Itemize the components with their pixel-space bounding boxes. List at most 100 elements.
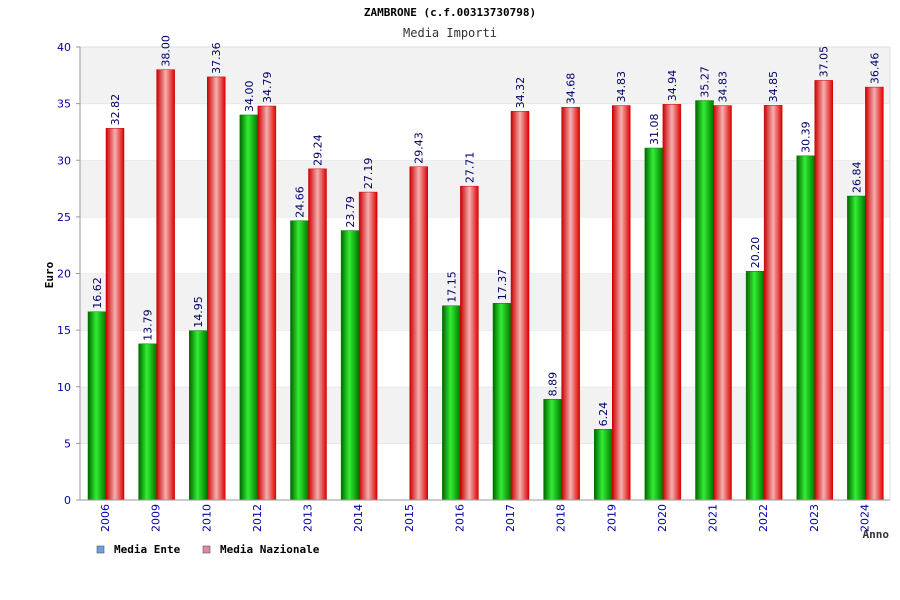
bar-media-nazionale-2009 bbox=[156, 69, 175, 501]
y-tick-label: 40 bbox=[57, 41, 71, 54]
legend-swatch-media-nazionale bbox=[202, 545, 211, 554]
bar-media-ente-2023 bbox=[796, 155, 815, 501]
legend: Media Ente Media Nazionale bbox=[96, 543, 320, 556]
legend-swatch-media-ente bbox=[96, 545, 105, 554]
bar-media-ente-2010 bbox=[189, 330, 208, 501]
data-label: 8.89 bbox=[547, 372, 560, 397]
y-tick-label: 35 bbox=[57, 98, 71, 111]
legend-item-media-nazionale: Media Nazionale bbox=[202, 543, 320, 556]
legend-label-media-ente: Media Ente bbox=[114, 543, 181, 556]
data-label: 37.05 bbox=[818, 46, 831, 78]
bar-media-nazionale-2015 bbox=[409, 166, 428, 501]
chart-subtitle: Media Importi bbox=[403, 26, 497, 40]
data-label: 27.19 bbox=[362, 158, 375, 190]
data-label: 23.79 bbox=[344, 196, 357, 228]
data-label: 27.71 bbox=[463, 152, 476, 184]
x-tick-label: 2006 bbox=[99, 504, 112, 532]
bar-media-nazionale-2016 bbox=[460, 185, 479, 501]
bar-media-ente-2020 bbox=[644, 147, 664, 501]
data-label: 34.79 bbox=[261, 72, 274, 104]
data-label: 34.85 bbox=[767, 71, 780, 103]
bar-media-ente-2017 bbox=[492, 303, 512, 501]
x-tick-label: 2021 bbox=[707, 504, 720, 532]
x-tick-label: 2024 bbox=[858, 504, 871, 532]
data-label: 24.66 bbox=[294, 186, 307, 218]
bar-media-nazionale-2017 bbox=[510, 111, 530, 501]
bar-media-ente-2022 bbox=[745, 270, 765, 501]
bar-media-ente-2021 bbox=[695, 100, 714, 501]
bar-media-nazionale-2012 bbox=[257, 105, 277, 501]
x-tick-label: 2023 bbox=[808, 504, 821, 532]
bars bbox=[87, 69, 884, 501]
data-label: 30.39 bbox=[800, 121, 813, 153]
x-tick-label: 2017 bbox=[504, 504, 517, 532]
data-label: 29.43 bbox=[413, 132, 426, 164]
y-axis-ticks: 0 5 10 15 20 25 30 35 40 bbox=[57, 41, 80, 507]
x-tick-label: 2012 bbox=[251, 504, 264, 532]
y-tick-label: 25 bbox=[57, 211, 71, 224]
bar-media-nazionale-2020 bbox=[662, 104, 682, 501]
data-label: 31.08 bbox=[648, 114, 661, 146]
data-label: 38.00 bbox=[160, 35, 173, 67]
data-label: 26.84 bbox=[850, 162, 863, 194]
chart-title: ZAMBRONE (c.f.00313730798) bbox=[364, 6, 536, 19]
data-label: 29.24 bbox=[312, 134, 325, 166]
data-label: 13.79 bbox=[142, 309, 155, 341]
bar-media-ente-2012 bbox=[239, 114, 259, 501]
data-label: 36.46 bbox=[868, 53, 881, 85]
bar-media-nazionale-2024 bbox=[865, 86, 884, 501]
y-tick-label: 20 bbox=[57, 268, 71, 281]
bar-media-nazionale-2019 bbox=[612, 105, 631, 501]
bar-media-nazionale-2006 bbox=[105, 128, 125, 501]
y-tick-label: 0 bbox=[64, 494, 71, 507]
bar-media-nazionale-2014 bbox=[358, 191, 378, 501]
bar-media-ente-2024 bbox=[847, 195, 866, 501]
x-axis-ticks: 2006 2009 2010 2012 2013 2014 2015 2016 2017 2018… bbox=[99, 504, 871, 532]
bar-media-ente-2013 bbox=[290, 220, 309, 501]
bar-media-ente-2006 bbox=[87, 311, 107, 501]
data-label: 34.94 bbox=[666, 70, 679, 102]
y-axis-label: Euro bbox=[43, 261, 56, 288]
x-tick-label: 2009 bbox=[150, 504, 163, 532]
data-label: 16.62 bbox=[91, 277, 104, 309]
legend-label-media-nazionale: Media Nazionale bbox=[220, 543, 320, 556]
bar-media-nazionale-2010 bbox=[207, 76, 226, 501]
data-label: 32.82 bbox=[109, 94, 122, 126]
bar-media-nazionale-2022 bbox=[763, 105, 783, 501]
bar-media-nazionale-2021 bbox=[713, 105, 732, 501]
data-label: 37.36 bbox=[210, 42, 223, 74]
x-tick-label: 2013 bbox=[302, 504, 315, 532]
data-label: 34.83 bbox=[615, 71, 628, 103]
y-tick-label: 5 bbox=[64, 437, 71, 450]
x-tick-label: 2010 bbox=[200, 504, 213, 532]
bar-media-ente-2018 bbox=[543, 399, 562, 501]
data-label: 20.20 bbox=[749, 237, 762, 269]
bar-media-nazionale-2018 bbox=[561, 106, 580, 501]
data-label: 6.24 bbox=[597, 402, 610, 427]
legend-item-media-ente: Media Ente bbox=[96, 543, 181, 556]
x-axis-label: Anno bbox=[863, 528, 890, 541]
data-labels: 16.62 32.82 13.79 38.00 14.95 37.36 34.00 34.79… bbox=[91, 35, 881, 426]
bar-media-ente-2009 bbox=[138, 343, 157, 501]
data-label: 35.27 bbox=[699, 66, 712, 98]
x-tick-label: 2018 bbox=[555, 504, 568, 532]
y-tick-label: 10 bbox=[57, 381, 71, 394]
y-tick-label: 30 bbox=[57, 154, 71, 167]
data-label: 14.95 bbox=[192, 296, 205, 328]
bar-media-ente-2014 bbox=[340, 230, 360, 501]
data-label: 17.15 bbox=[445, 271, 458, 303]
x-tick-label: 2016 bbox=[453, 504, 466, 532]
data-label: 34.68 bbox=[565, 73, 578, 105]
data-label: 34.00 bbox=[243, 80, 256, 112]
data-label: 34.83 bbox=[717, 71, 730, 103]
bar-media-ente-2019 bbox=[594, 429, 613, 501]
x-tick-label: 2022 bbox=[757, 504, 770, 532]
x-tick-label: 2020 bbox=[656, 504, 669, 532]
x-tick-label: 2015 bbox=[403, 504, 416, 532]
y-tick-label: 15 bbox=[57, 324, 71, 337]
x-tick-label: 2019 bbox=[605, 504, 618, 532]
bar-media-nazionale-2023 bbox=[814, 80, 833, 501]
bar-media-nazionale-2013 bbox=[308, 168, 327, 501]
x-tick-label: 2014 bbox=[352, 504, 365, 532]
